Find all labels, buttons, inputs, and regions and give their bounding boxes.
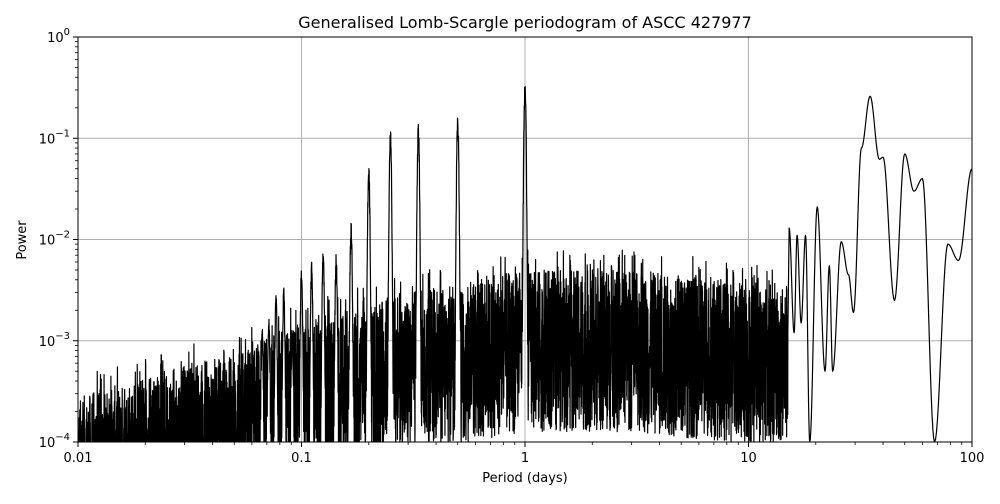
- x-tick-label: 10: [740, 451, 757, 466]
- y-tick-label: 10−4: [39, 432, 70, 451]
- x-axis-ticks: 0.01 0.1 1 10 100: [64, 442, 985, 466]
- y-tick-label: 10−3: [39, 331, 70, 350]
- y-tick-label: 100: [47, 27, 70, 46]
- y-axis-ticks: 10−4 10−3 10−2 10−1 100: [39, 27, 78, 451]
- x-tick-label: 0.1: [291, 451, 312, 466]
- chart-title: Generalised Lomb-Scargle periodogram of …: [298, 13, 752, 32]
- periodogram-line: [78, 86, 972, 442]
- y-tick-label: 10−2: [39, 230, 70, 249]
- x-tick-label: 1: [521, 451, 529, 466]
- x-axis-label: Period (days): [482, 471, 568, 486]
- y-axis-label: Power: [15, 220, 30, 260]
- x-tick-label: 100: [960, 451, 985, 466]
- x-tick-label: 0.01: [64, 451, 93, 466]
- y-tick-label: 10−1: [39, 128, 70, 147]
